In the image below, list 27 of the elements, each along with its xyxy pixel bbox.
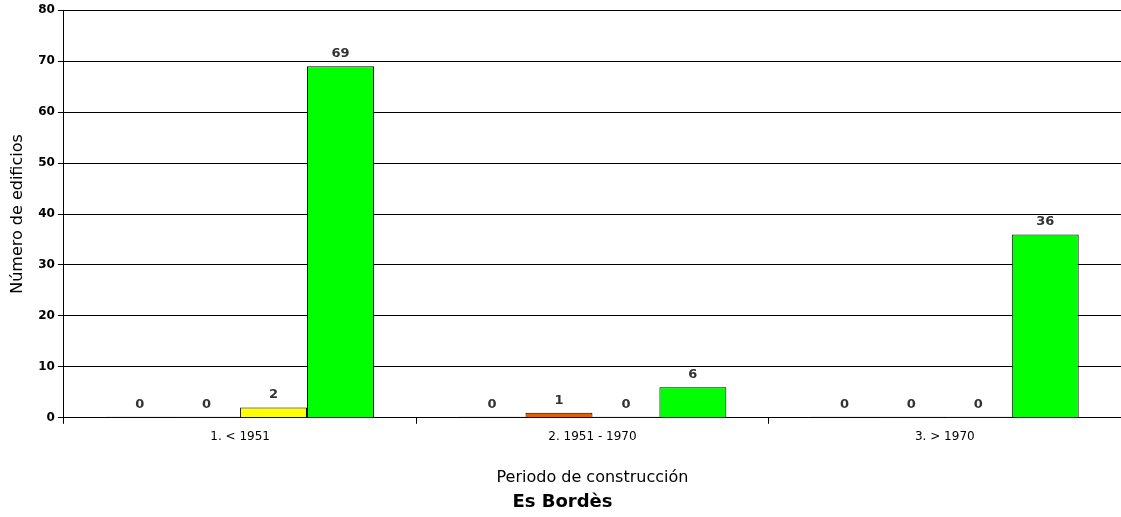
data-label: 0 [906, 395, 916, 411]
x-axis-title: Periodo de construcción [496, 466, 689, 486]
x-tick-label: 2. 1951 - 1970 [548, 429, 637, 444]
y-tick-label: 30 [38, 257, 55, 272]
x-tick-label: 3. > 1970 [914, 429, 975, 444]
data-label: 0 [487, 395, 497, 411]
data-label: 0 [973, 395, 983, 411]
y-tick-label: 10 [38, 358, 55, 373]
y-tick-label: 0 [46, 409, 55, 424]
data-label: 6 [688, 366, 698, 382]
y-tick-label: 40 [38, 206, 55, 221]
text: Es Bordès [512, 489, 613, 511]
y-tick-label: 80 [38, 2, 55, 17]
y-tick-label: 20 [38, 308, 55, 323]
data-label: 36 [1036, 213, 1055, 229]
data-label: 0 [135, 395, 145, 411]
y-tick-label: 50 [38, 155, 55, 170]
data-label: 2 [269, 386, 279, 402]
data-label: 0 [621, 395, 631, 411]
y-tick-label: 60 [38, 104, 55, 119]
y-tick-label: 70 [38, 53, 55, 68]
x-tick-label: 1. < 1951 [210, 429, 270, 444]
data-label: 69 [331, 45, 350, 61]
data-label: 0 [839, 395, 849, 411]
y-axis-title: Número de edificios [6, 134, 26, 294]
data-label: 0 [202, 395, 212, 411]
data-label: 1 [554, 391, 564, 407]
